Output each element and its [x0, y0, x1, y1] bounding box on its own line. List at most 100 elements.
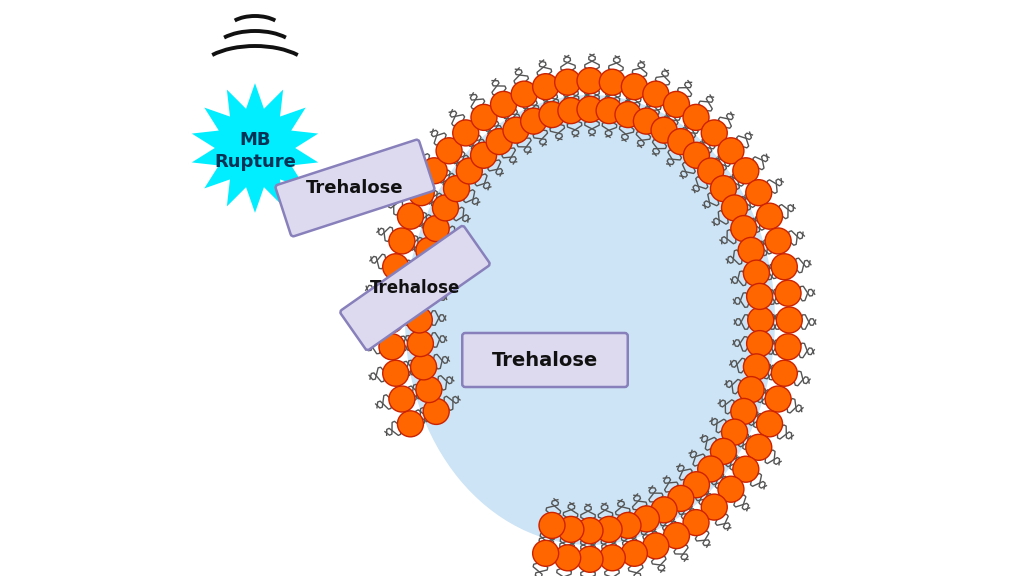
Circle shape	[757, 203, 782, 229]
Circle shape	[722, 419, 748, 445]
Circle shape	[643, 81, 669, 107]
Circle shape	[775, 280, 801, 306]
Circle shape	[757, 411, 782, 437]
Circle shape	[746, 331, 773, 357]
Circle shape	[775, 334, 801, 360]
Circle shape	[520, 108, 547, 134]
Circle shape	[453, 120, 479, 146]
Circle shape	[408, 283, 433, 309]
Circle shape	[683, 472, 710, 498]
Circle shape	[683, 142, 710, 168]
Circle shape	[697, 456, 724, 482]
Circle shape	[432, 195, 459, 221]
Circle shape	[664, 92, 689, 118]
Circle shape	[718, 138, 743, 164]
Ellipse shape	[406, 95, 775, 545]
Circle shape	[577, 96, 603, 122]
Circle shape	[748, 307, 774, 333]
Circle shape	[733, 456, 759, 482]
Circle shape	[771, 254, 798, 280]
Circle shape	[718, 476, 743, 502]
Circle shape	[577, 68, 603, 94]
Circle shape	[558, 97, 584, 124]
Circle shape	[745, 434, 772, 460]
Circle shape	[443, 176, 470, 202]
Circle shape	[421, 158, 447, 184]
Circle shape	[423, 215, 450, 241]
Circle shape	[503, 117, 529, 143]
Circle shape	[389, 386, 415, 412]
Circle shape	[743, 260, 769, 286]
Circle shape	[651, 117, 677, 143]
Circle shape	[711, 438, 736, 464]
Circle shape	[383, 360, 409, 386]
Circle shape	[738, 377, 764, 403]
Circle shape	[683, 104, 709, 130]
Circle shape	[486, 128, 512, 154]
FancyBboxPatch shape	[340, 226, 489, 350]
Circle shape	[378, 307, 403, 333]
Circle shape	[668, 486, 694, 511]
Circle shape	[668, 128, 694, 154]
Text: MB: MB	[240, 131, 270, 149]
Circle shape	[397, 411, 424, 437]
Circle shape	[701, 494, 727, 520]
Circle shape	[683, 510, 709, 536]
Polygon shape	[188, 80, 322, 216]
Circle shape	[596, 97, 623, 124]
Text: Trehalose: Trehalose	[370, 279, 460, 297]
Circle shape	[539, 101, 565, 127]
Circle shape	[765, 228, 792, 254]
Circle shape	[731, 399, 757, 425]
Text: Rupture: Rupture	[214, 153, 296, 171]
Circle shape	[397, 203, 424, 229]
Circle shape	[765, 386, 792, 412]
Circle shape	[643, 533, 669, 559]
Circle shape	[532, 74, 559, 100]
Text: Trehalose: Trehalose	[492, 351, 598, 369]
Circle shape	[599, 69, 626, 95]
Circle shape	[596, 516, 623, 543]
Circle shape	[457, 158, 482, 184]
Circle shape	[746, 283, 773, 309]
Circle shape	[555, 69, 581, 95]
Text: Trehalose: Trehalose	[306, 179, 403, 197]
Circle shape	[771, 360, 798, 386]
Circle shape	[539, 513, 565, 539]
Circle shape	[511, 81, 538, 107]
Circle shape	[436, 138, 462, 164]
Circle shape	[697, 158, 724, 184]
Circle shape	[555, 545, 581, 571]
Circle shape	[471, 142, 497, 168]
Circle shape	[408, 331, 433, 357]
Circle shape	[634, 506, 659, 532]
Circle shape	[634, 108, 659, 134]
Circle shape	[622, 74, 647, 100]
Circle shape	[615, 101, 641, 127]
Circle shape	[664, 522, 689, 548]
Circle shape	[409, 180, 434, 206]
Circle shape	[490, 92, 516, 118]
Circle shape	[389, 228, 415, 254]
Circle shape	[383, 254, 409, 280]
Circle shape	[411, 354, 436, 380]
Circle shape	[745, 180, 772, 206]
Circle shape	[738, 237, 764, 263]
FancyBboxPatch shape	[275, 140, 434, 236]
Circle shape	[731, 215, 757, 241]
Circle shape	[379, 334, 404, 360]
Circle shape	[577, 546, 603, 573]
Circle shape	[722, 195, 748, 221]
Circle shape	[743, 354, 769, 380]
Circle shape	[471, 104, 497, 130]
Circle shape	[532, 540, 559, 566]
Circle shape	[733, 158, 759, 184]
Circle shape	[423, 399, 450, 425]
Circle shape	[622, 540, 647, 566]
Circle shape	[651, 497, 677, 523]
Circle shape	[379, 280, 404, 306]
Circle shape	[599, 545, 626, 571]
Circle shape	[407, 307, 432, 333]
Circle shape	[701, 120, 727, 146]
Circle shape	[776, 307, 802, 333]
